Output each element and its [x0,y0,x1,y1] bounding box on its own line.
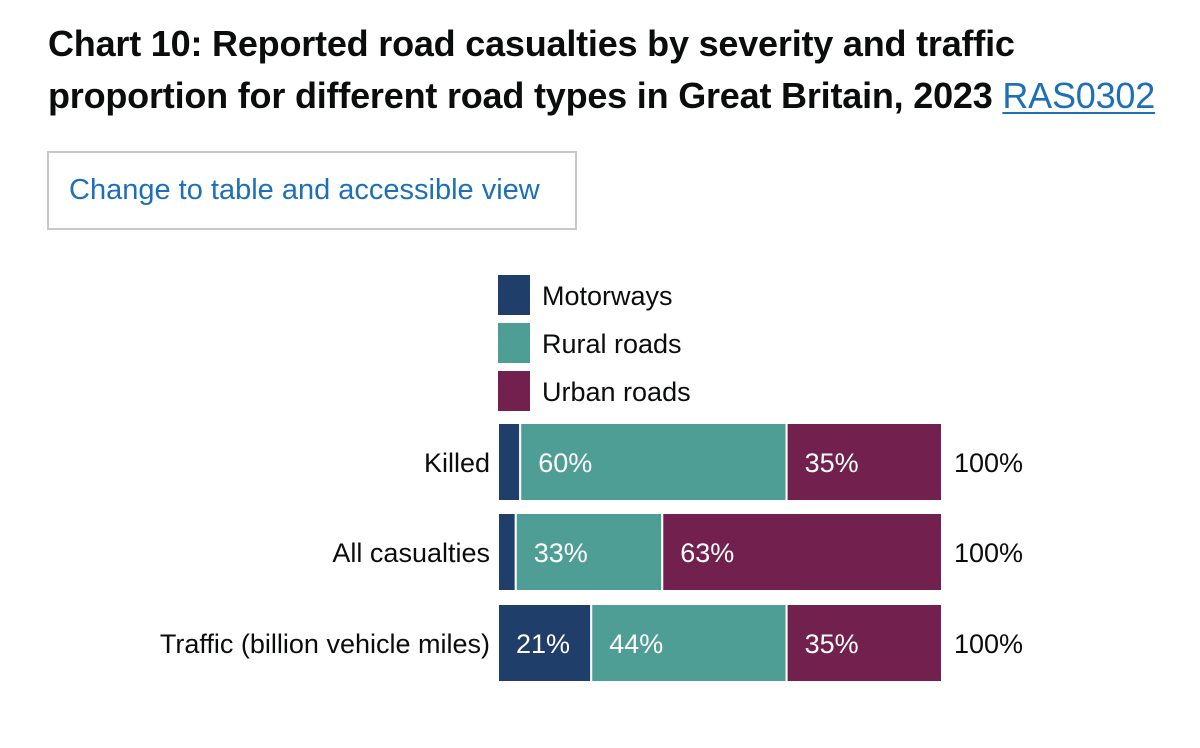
data-label-urban-roads-all-casualties: 63% [680,538,734,568]
chart-title: Chart 10: Reported road casualties by se… [48,18,1178,122]
category-label-killed: Killed [424,448,490,478]
ras0302-link[interactable]: RAS0302 [1002,75,1156,116]
legend-label-motorways: Motorways [542,281,673,311]
bar-segment-urban-roads-all-casualties [661,512,944,592]
bar-segment-rural-roads-traffic-billion-vehicle-miles [590,603,788,683]
legend-label-urban-roads: Urban roads [542,377,691,407]
bar-segment-urban-roads-killed [785,422,943,502]
category-label-all-casualties: All casualties [332,538,490,568]
chart-legend: Motorways Rural roads Urban roads [498,275,691,411]
data-label-motorways-traffic-billion-vehicle-miles: 21% [516,629,570,659]
legend-swatch-urban-roads [498,371,530,411]
bar-segment-rural-roads-killed [519,422,788,502]
bar-segment-urban-roads-traffic-billion-vehicle-miles [785,603,943,683]
data-label-rural-roads-all-casualties: 33% [534,538,588,568]
total-label-killed: 100% [954,448,1023,478]
data-label-urban-roads-killed: 35% [805,448,859,478]
data-label-rural-roads-killed: 60% [538,448,592,478]
stacked-bar-chart: Motorways Rural roads Urban roads Killed 60… [160,275,1023,683]
data-label-urban-roads-traffic-billion-vehicle-miles: 35% [805,629,859,659]
legend-swatch-motorways [498,275,530,315]
data-label-rural-roads-traffic-billion-vehicle-miles: 44% [609,629,663,659]
bar-segment-motorways-traffic-billion-vehicle-miles [497,603,593,683]
legend-swatch-rural-roads [498,323,530,363]
legend-label-rural-roads: Rural roads [542,329,682,359]
chart-bars: Killed 60% 35% 100% All casualties 33% 63% 100%… [160,422,1023,683]
total-label-traffic-billion-vehicle-miles: 100% [954,629,1023,659]
category-label-traffic-billion-vehicle-miles: Traffic (billion vehicle miles) [160,629,490,659]
table-view-toggle-button[interactable]: Change to table and accessible view [47,151,577,230]
bar-segment-motorways-all-casualties [497,512,517,592]
chart-title-text: Chart 10: Reported road casualties by se… [48,23,1015,116]
bar-segment-rural-roads-all-casualties [514,512,664,592]
total-label-all-casualties: 100% [954,538,1023,568]
bar-segment-motorways-killed [497,422,522,502]
